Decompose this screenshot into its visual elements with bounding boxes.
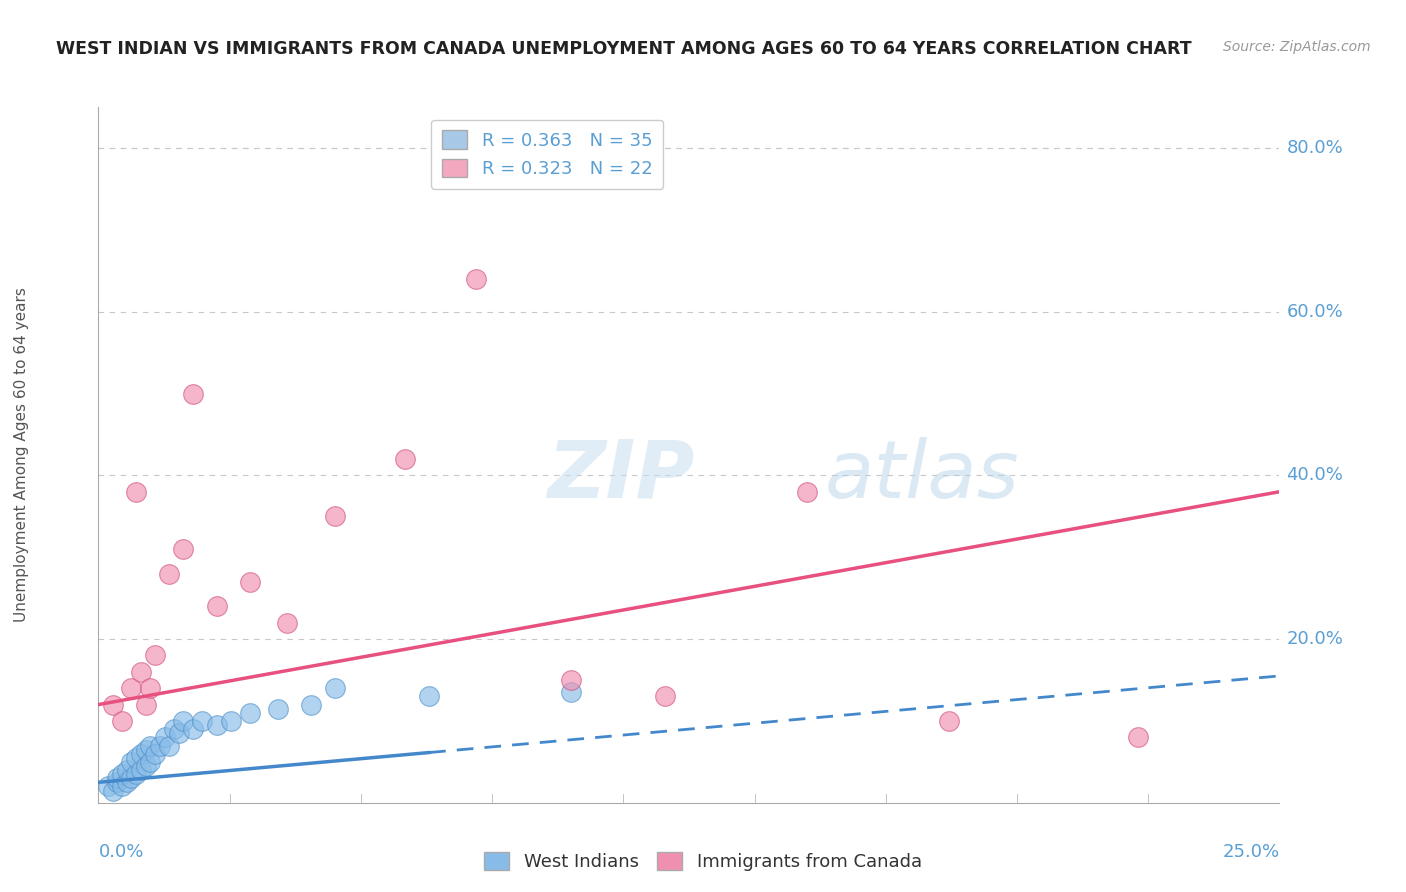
Point bbox=[139, 755, 162, 769]
Text: atlas: atlas bbox=[825, 437, 1019, 515]
Point bbox=[101, 783, 124, 797]
Point bbox=[938, 714, 960, 728]
Point bbox=[149, 739, 172, 753]
Legend: West Indians, Immigrants from Canada: West Indians, Immigrants from Canada bbox=[477, 845, 929, 879]
Text: Source: ZipAtlas.com: Source: ZipAtlas.com bbox=[1223, 40, 1371, 54]
Point bbox=[654, 690, 676, 704]
Point bbox=[105, 775, 128, 789]
Point bbox=[157, 739, 180, 753]
Point bbox=[323, 681, 346, 696]
Point bbox=[121, 771, 143, 785]
Point bbox=[181, 722, 204, 736]
Point bbox=[1126, 731, 1149, 745]
Point bbox=[153, 731, 176, 745]
Text: WEST INDIAN VS IMMIGRANTS FROM CANADA UNEMPLOYMENT AMONG AGES 60 TO 64 YEARS COR: WEST INDIAN VS IMMIGRANTS FROM CANADA UN… bbox=[56, 40, 1192, 58]
Text: Unemployment Among Ages 60 to 64 years: Unemployment Among Ages 60 to 64 years bbox=[14, 287, 28, 623]
Point bbox=[205, 718, 228, 732]
Point bbox=[323, 509, 346, 524]
Point bbox=[129, 763, 152, 777]
Point bbox=[135, 698, 157, 712]
Point bbox=[163, 722, 186, 736]
Point bbox=[115, 775, 138, 789]
Point bbox=[139, 739, 162, 753]
Point bbox=[172, 714, 194, 728]
Point bbox=[111, 767, 134, 781]
Point bbox=[276, 615, 298, 630]
Point bbox=[129, 747, 152, 761]
Text: ZIP: ZIP bbox=[547, 437, 695, 515]
Point bbox=[143, 648, 166, 663]
Point bbox=[299, 698, 322, 712]
Point bbox=[191, 714, 214, 728]
Point bbox=[181, 386, 204, 401]
Text: 25.0%: 25.0% bbox=[1222, 843, 1279, 861]
Text: 40.0%: 40.0% bbox=[1286, 467, 1343, 484]
Point bbox=[219, 714, 242, 728]
Point bbox=[143, 747, 166, 761]
Point bbox=[394, 452, 416, 467]
Point bbox=[111, 714, 134, 728]
Point bbox=[111, 780, 134, 794]
Point bbox=[125, 767, 148, 781]
Point bbox=[267, 701, 290, 715]
Point bbox=[135, 742, 157, 756]
Point bbox=[418, 690, 440, 704]
Point bbox=[121, 755, 143, 769]
Point bbox=[560, 673, 582, 687]
Point bbox=[239, 574, 262, 589]
Point bbox=[121, 681, 143, 696]
Point bbox=[135, 759, 157, 773]
Point bbox=[115, 763, 138, 777]
Point bbox=[105, 771, 128, 785]
Text: 0.0%: 0.0% bbox=[98, 843, 143, 861]
Legend: R = 0.363   N = 35, R = 0.323   N = 22: R = 0.363 N = 35, R = 0.323 N = 22 bbox=[432, 120, 664, 189]
Point bbox=[172, 542, 194, 557]
Point bbox=[239, 706, 262, 720]
Point bbox=[125, 484, 148, 499]
Point bbox=[205, 599, 228, 614]
Text: 20.0%: 20.0% bbox=[1286, 630, 1343, 648]
Point bbox=[139, 681, 162, 696]
Point bbox=[101, 698, 124, 712]
Point bbox=[157, 566, 180, 581]
Point bbox=[129, 665, 152, 679]
Point bbox=[796, 484, 818, 499]
Point bbox=[125, 751, 148, 765]
Point bbox=[465, 272, 488, 286]
Point bbox=[97, 780, 120, 794]
Text: 80.0%: 80.0% bbox=[1286, 139, 1343, 157]
Text: 60.0%: 60.0% bbox=[1286, 302, 1343, 321]
Point bbox=[560, 685, 582, 699]
Point bbox=[167, 726, 190, 740]
